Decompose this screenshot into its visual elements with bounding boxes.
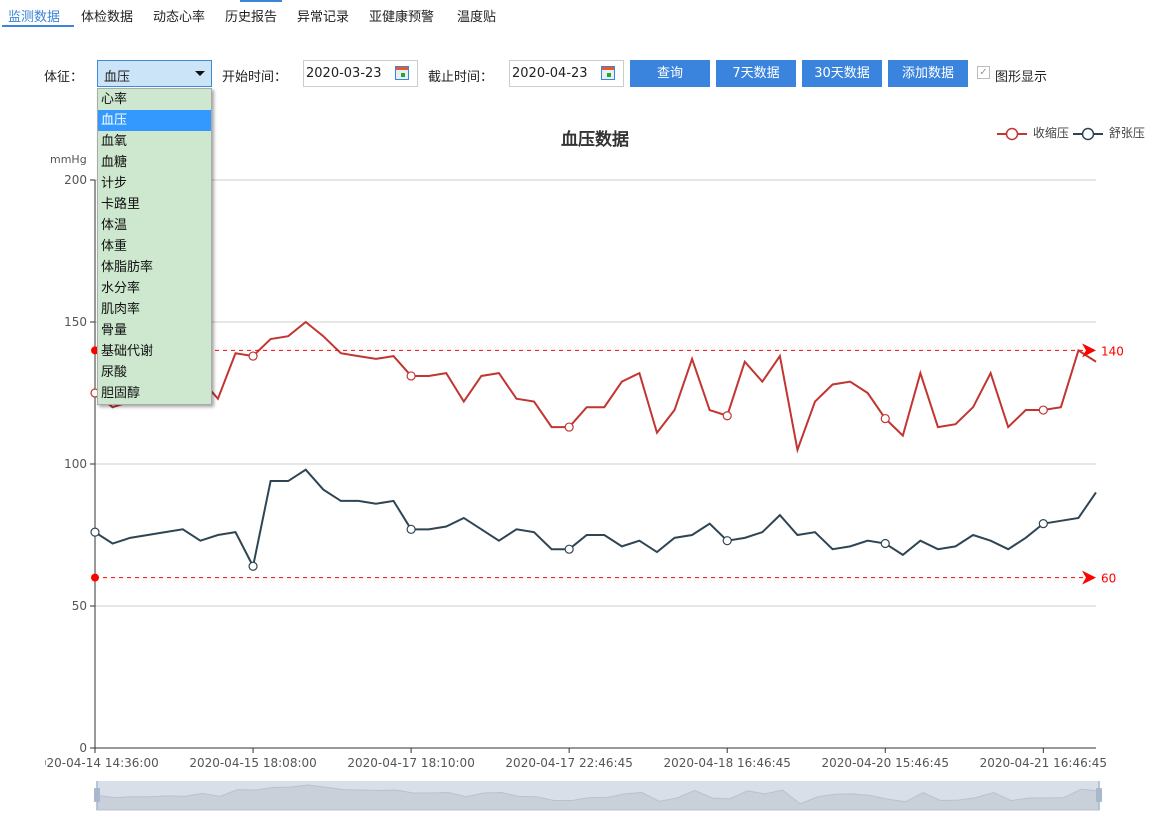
calendar-icon[interactable] bbox=[395, 66, 409, 80]
calendar-icon[interactable] bbox=[601, 66, 615, 80]
chart-display-label: 图形显示 bbox=[995, 70, 1048, 85]
end-time-label: 截止时间： bbox=[428, 70, 494, 85]
data-point bbox=[880, 538, 890, 549]
dropdown-option[interactable]: 血压 bbox=[98, 110, 211, 131]
data-point bbox=[248, 561, 258, 571]
tab-checkup-data[interactable]: 体检数据 bbox=[81, 10, 134, 25]
markline-label: 140 bbox=[1101, 344, 1124, 358]
datazoom-handle[interactable] bbox=[94, 788, 100, 802]
dropdown-option[interactable]: 体脂肪率 bbox=[101, 260, 154, 275]
x-tick-label: 2020-04-14 14:36:00 bbox=[31, 756, 158, 770]
dropdown-option[interactable]: 骨量 bbox=[101, 323, 128, 338]
y-tick-label: 50 bbox=[72, 599, 87, 613]
y-tick-label: 200 bbox=[64, 173, 87, 187]
series-line-systolic bbox=[94, 320, 1097, 454]
x-tick-label: 2020-04-20 15:46:45 bbox=[822, 756, 949, 770]
start-date-value: 2020-03-23 bbox=[306, 66, 382, 81]
active-tab-indicator bbox=[2, 25, 74, 27]
x-tick-label: 2020-04-17 18:10:00 bbox=[347, 756, 474, 770]
series-line-diastolic bbox=[94, 468, 1097, 570]
tab-bar: 监测数据 体检数据 动态心率 历史报告 异常记录 亚健康预警 温度贴 bbox=[0, 0, 1163, 27]
tab-dynamic-heart-rate[interactable]: 动态心率 bbox=[153, 10, 206, 25]
data-point bbox=[722, 536, 732, 546]
y-tick-label: 150 bbox=[64, 315, 87, 329]
legend-item-diastolic[interactable]: 舒张压 bbox=[1073, 124, 1145, 141]
dropdown-option[interactable]: 体重 bbox=[101, 239, 128, 254]
legend-line-circle-icon bbox=[1073, 127, 1103, 140]
dropdown-option[interactable]: 血糖 bbox=[101, 155, 128, 170]
arrow-icon bbox=[1082, 570, 1096, 585]
x-tick-label: 2020-04-15 18:08:00 bbox=[189, 756, 316, 770]
markline-label: 60 bbox=[1101, 572, 1116, 586]
legend-label: 舒张压 bbox=[1108, 126, 1145, 140]
arrow-icon bbox=[1082, 343, 1096, 358]
chart-title: 血压数据 bbox=[561, 130, 629, 150]
top-accent-line bbox=[240, 0, 282, 2]
legend-label: 收缩压 bbox=[1032, 126, 1069, 140]
data-point bbox=[248, 351, 258, 361]
end-date-input[interactable]: 2020-04-23 bbox=[509, 60, 624, 87]
sign-dropdown-list: 心率血压血氧血糖计步卡路里体温体重体脂肪率水分率肌肉率骨量基础代谢尿酸胆固醇 bbox=[97, 88, 212, 405]
dropdown-option[interactable]: 体温 bbox=[101, 218, 128, 233]
y-axis-unit: mmHg bbox=[50, 153, 87, 166]
datazoom-handle[interactable] bbox=[1096, 788, 1102, 802]
dropdown-option[interactable]: 卡路里 bbox=[101, 197, 141, 212]
dropdown-option[interactable]: 基础代谢 bbox=[101, 344, 154, 359]
x-tick-label: 2020-04-18 16:46:45 bbox=[663, 756, 790, 770]
y-tick-label: 0 bbox=[79, 741, 87, 755]
dropdown-option[interactable]: 计步 bbox=[101, 176, 128, 191]
30-day-data-button[interactable]: 30天数据 bbox=[802, 60, 882, 87]
data-point bbox=[722, 411, 732, 421]
data-point bbox=[90, 527, 100, 537]
legend-line-circle-icon bbox=[997, 127, 1027, 140]
sign-select-value: 血压 bbox=[104, 70, 131, 85]
dropdown-option[interactable]: 血氧 bbox=[101, 134, 128, 149]
dropdown-option[interactable]: 胆固醇 bbox=[101, 386, 141, 401]
data-point bbox=[564, 544, 574, 554]
chart-display-checkbox[interactable]: ✓ bbox=[977, 66, 990, 79]
dropdown-option[interactable]: 肌肉率 bbox=[101, 302, 141, 317]
7-day-data-button[interactable]: 7天数据 bbox=[716, 60, 796, 87]
tab-history-report[interactable]: 历史报告 bbox=[225, 10, 278, 25]
tab-monitoring-data[interactable]: 监测数据 bbox=[8, 10, 61, 25]
legend-item-systolic[interactable]: 收缩压 bbox=[997, 124, 1069, 141]
data-point bbox=[880, 413, 890, 424]
chevron-down-icon bbox=[195, 71, 205, 76]
tab-temperature-patch[interactable]: 温度贴 bbox=[457, 10, 497, 25]
data-point bbox=[406, 371, 416, 381]
datazoom-preview-area bbox=[96, 784, 1100, 811]
query-button[interactable]: 查询 bbox=[630, 60, 710, 87]
data-point bbox=[1038, 405, 1048, 415]
dropdown-option[interactable]: 水分率 bbox=[101, 281, 141, 296]
data-point bbox=[406, 524, 416, 534]
data-point bbox=[564, 422, 574, 432]
x-tick-label: 2020-04-17 22:46:45 bbox=[505, 756, 632, 770]
start-time-label: 开始时间： bbox=[222, 70, 288, 85]
x-tick-label: 2020-04-21 16:46:45 bbox=[980, 756, 1107, 770]
y-tick-label: 100 bbox=[64, 457, 87, 471]
tab-abnormal-records[interactable]: 异常记录 bbox=[297, 10, 350, 25]
sign-select[interactable]: 血压 bbox=[97, 60, 212, 87]
data-point bbox=[1038, 519, 1048, 529]
dropdown-option[interactable]: 尿酸 bbox=[101, 365, 128, 380]
sign-label: 体征： bbox=[44, 70, 84, 85]
add-data-button[interactable]: 添加数据 bbox=[888, 60, 968, 87]
end-date-value: 2020-04-23 bbox=[512, 66, 588, 81]
start-date-input[interactable]: 2020-03-23 bbox=[303, 60, 418, 87]
tab-subhealth-warning[interactable]: 亚健康预警 bbox=[369, 10, 435, 25]
dropdown-option[interactable]: 心率 bbox=[101, 92, 128, 107]
